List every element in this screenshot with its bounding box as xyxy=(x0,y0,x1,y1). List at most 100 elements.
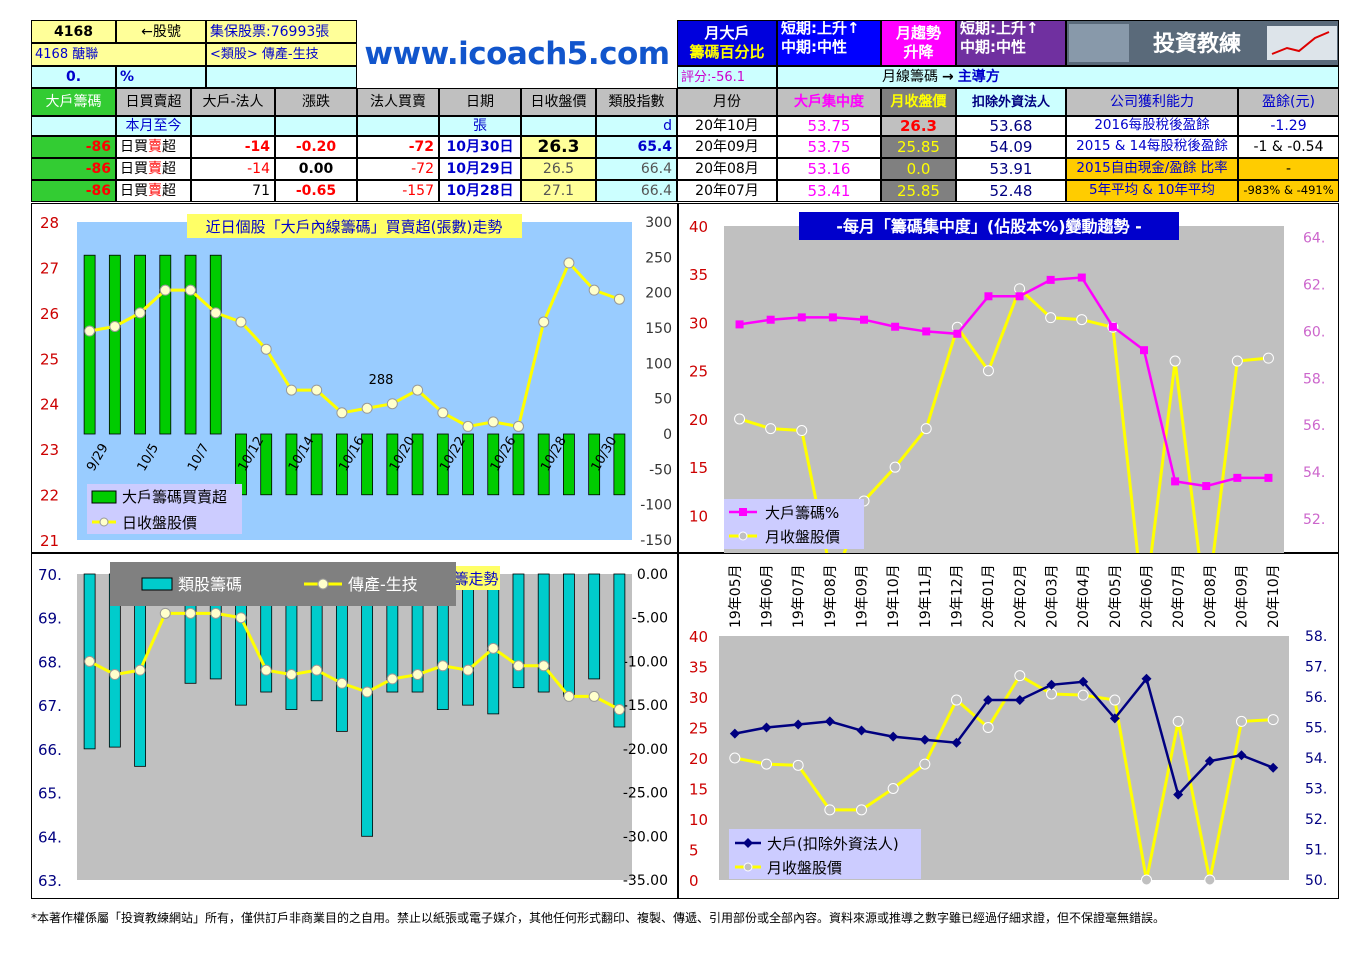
price-point xyxy=(919,758,931,770)
price-point xyxy=(538,316,550,328)
chart-title: -每月「籌碼集中度」(佔股本%)變動趨勢 - xyxy=(836,217,1142,236)
inst-value: -72 xyxy=(357,158,439,180)
bar xyxy=(537,573,550,693)
title-box xyxy=(452,566,500,590)
legend-swatch xyxy=(743,838,753,848)
chart-title: 籌走勢 xyxy=(453,570,498,588)
ex-foreign-point xyxy=(1173,789,1184,800)
y-tick-left: 25 xyxy=(689,363,708,381)
y-tick-left: 20 xyxy=(689,750,708,768)
y-tick-left: 40 xyxy=(689,628,708,646)
monthly-ex-foreign-chart: 0 5 10 15 20 25 30 35 40 50. 51. 52. 53. 54. 55. 56. 57.… xyxy=(689,564,1327,890)
y-tick-left: 25 xyxy=(689,720,708,738)
ex-foreign-point xyxy=(1236,750,1247,761)
month-close-value: 25.85 xyxy=(881,136,956,158)
price-point xyxy=(729,752,741,764)
concentration-point xyxy=(1171,477,1180,486)
sector-point xyxy=(512,660,524,672)
price-point xyxy=(336,407,348,419)
sector-point xyxy=(109,669,121,681)
concentration-point xyxy=(860,315,868,324)
price-point xyxy=(285,384,297,396)
x-tick-label: 19年07月 xyxy=(791,564,807,628)
x-tick-label: 20年07月 xyxy=(1171,564,1187,628)
shares-info: 集保股票:76993張 xyxy=(206,20,357,43)
sector-point xyxy=(588,690,600,702)
profit-label: 5年平均 & 10年平均 xyxy=(1066,180,1238,202)
y-tick-left: 28 xyxy=(40,214,59,232)
price-point xyxy=(412,384,424,396)
annotation: 288 xyxy=(369,373,394,388)
index-value: 65.4 xyxy=(596,136,677,158)
y-tick-left: 26 xyxy=(40,305,59,323)
price-point xyxy=(563,257,575,269)
bar xyxy=(563,573,575,697)
y-tick-left: 22 xyxy=(40,487,59,505)
col-header: 大戶-法人 xyxy=(191,88,275,116)
stock-code-label: ←股號 xyxy=(116,20,206,43)
y-tick-left: 20 xyxy=(689,411,708,429)
price-point xyxy=(1046,688,1057,700)
buy-sell-label-text: 日買 xyxy=(120,161,148,177)
price-point xyxy=(1141,874,1152,886)
sector-point xyxy=(210,607,222,619)
diff-value: -14 xyxy=(191,136,275,158)
ex-foreign-point xyxy=(761,722,772,733)
x-tick-label: 19年12月 xyxy=(950,564,966,628)
bar xyxy=(260,433,273,496)
concentration-point xyxy=(1202,482,1211,491)
close-value: 26.5 xyxy=(521,158,596,180)
ex-foreign-value: 52.48 xyxy=(956,180,1066,202)
price-point xyxy=(134,307,146,319)
x-tick-label: 20年03月 xyxy=(1045,564,1061,628)
price-point xyxy=(1231,355,1243,367)
y-tick-left: 66. xyxy=(38,741,62,759)
y-tick-left: 69. xyxy=(38,610,62,628)
mid-trend-2: 中期:中性 xyxy=(960,38,1026,56)
sector-point xyxy=(235,612,247,624)
x-tick-label: 20年05月 xyxy=(1108,564,1124,628)
profit-label: 2015 & 14每股稅後盈餘 xyxy=(1066,136,1238,158)
concentration-point xyxy=(953,329,962,338)
y-tick-right: -30.00 xyxy=(623,829,668,845)
y-tick-left: 67. xyxy=(38,697,62,715)
y-tick-right: 60. xyxy=(1303,324,1325,340)
x-tick-label: 20年04月 xyxy=(1076,564,1092,628)
buy-sell-label-red: 賣 xyxy=(148,139,162,155)
price-point xyxy=(462,420,474,432)
sector-point xyxy=(613,704,625,716)
sector-point xyxy=(84,655,96,667)
y-tick-left: 0 xyxy=(689,872,699,890)
buy-sell-label-end: 超 xyxy=(162,183,176,199)
legend-swatch xyxy=(141,577,173,591)
y-tick-left: 15 xyxy=(689,459,708,477)
concentration-point xyxy=(1264,473,1273,482)
ex-foreign-point xyxy=(1014,695,1025,706)
bar xyxy=(487,433,500,496)
index-value: 66.4 xyxy=(596,158,677,180)
ex-foreign-value: 53.68 xyxy=(956,116,1066,136)
mtd-unit: d xyxy=(596,116,677,136)
monthly-concentration-chart: 10 15 20 25 30 35 40 52. 54. 56. 58. 60. 62. 64. -每月「籌… xyxy=(689,212,1325,618)
y-tick-left: 63. xyxy=(38,872,62,890)
price-point xyxy=(887,783,899,794)
concentration-value: 53.75 xyxy=(777,116,881,136)
bar xyxy=(209,254,222,435)
legend-swatch xyxy=(738,531,748,541)
big-holder-value: -86 xyxy=(31,136,116,158)
col-header: 類股指數 xyxy=(596,88,677,116)
y-tick-right: 50 xyxy=(654,392,672,408)
site-url[interactable]: www.icoach5.com xyxy=(357,20,677,88)
sector-line xyxy=(88,611,621,711)
sector-point xyxy=(134,664,146,676)
price-point xyxy=(761,758,772,770)
ex-foreign-point xyxy=(1268,762,1279,773)
col-header: 月份 xyxy=(677,88,777,116)
price-point xyxy=(361,402,373,414)
bar xyxy=(83,254,96,435)
big-label-1: 月大戶 xyxy=(704,24,750,42)
mtd-blank xyxy=(521,116,596,136)
concentration-point xyxy=(766,315,775,324)
price-point xyxy=(796,425,808,437)
x-tick-label: 19年08月 xyxy=(823,564,839,628)
